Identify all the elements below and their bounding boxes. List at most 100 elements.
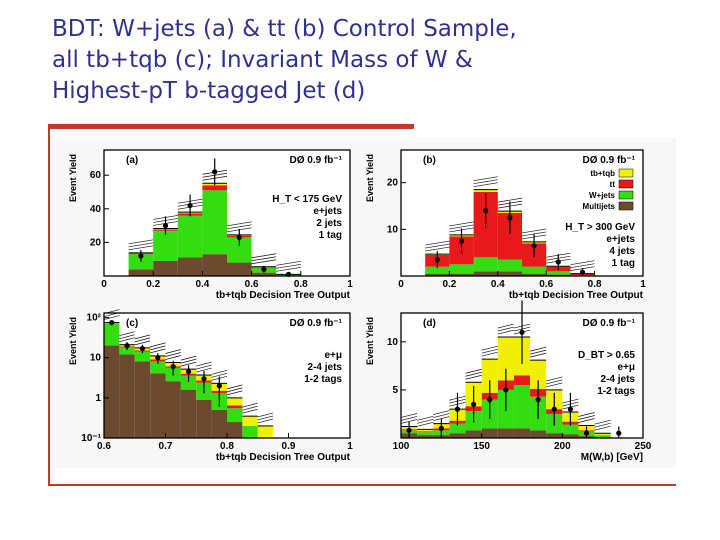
panel-d-bar-multijets: [562, 434, 579, 438]
panel-c-uncertainty-hatch: [150, 345, 166, 351]
panel-c-annotation: 2-4 jets: [308, 362, 343, 373]
panel-d-xtick-label: 100: [393, 441, 410, 452]
chart-figure: 0 0.2 0.4 0.6 0.8 1 20 40 60 tb+tqb Decision Tree…: [56, 138, 676, 468]
panel-c-uncertainty-hatch: [119, 334, 135, 340]
panel-d-experiment-label: DØ 0.9 fb⁻¹: [582, 318, 635, 329]
panel-c-xtick-label: 0.9: [282, 441, 296, 452]
panel-b-experiment-label: DØ 0.9 fb⁻¹: [582, 155, 635, 166]
panel-a-bar-wjets: [202, 190, 227, 255]
panel-d-uncertainty-hatch: [417, 419, 434, 424]
panel-a-annotation: 1 tag: [319, 230, 342, 241]
panel-d-uncertainty-hatch: [578, 415, 595, 420]
panel-d-data-point: [583, 430, 590, 436]
panel-b-uncertainty-hatch: [473, 182, 498, 188]
slide-title-line-2: all tb+tqb (c); Invariant Mass of W &: [52, 47, 473, 73]
panel-b-data-point: [483, 208, 489, 214]
panel-c-annotation: 1-2 tags: [304, 374, 342, 385]
panel-c-ylabel: Event Yield: [68, 317, 78, 365]
panel-a-uncertainty-hatch: [276, 260, 301, 266]
panel-d-uncertainty-hatch: [417, 416, 434, 421]
panel-a-uncertainty-hatch: [276, 266, 301, 272]
panel-d-uncertainty-hatch: [594, 422, 611, 428]
figure-panels: 0 0.2 0.4 0.6 0.8 1 20 40 60 tb+tqb Decision Tree…: [56, 138, 676, 468]
panel-a-data-point: [162, 223, 169, 229]
panel-d-uncertainty-hatch: [417, 422, 434, 427]
panel-a-bar-wjets: [153, 230, 178, 261]
panel-d-uncertainty-hatch: [400, 419, 418, 424]
left-frame-line: [48, 129, 50, 486]
panel-d-uncertainty-hatch: [529, 352, 547, 358]
panel-c-uncertainty-hatch: [165, 352, 181, 357]
panel-b-axes-frame: [400, 149, 644, 277]
panel-c-ytick-label: 10: [90, 353, 102, 364]
panel-b-data-point: [579, 269, 586, 275]
panel-c-data-point: [201, 376, 207, 382]
panel-c-uncertainty-hatch: [180, 358, 197, 364]
panel-b-data-point: [531, 243, 537, 249]
panel-d-uncertainty-hatch: [497, 329, 515, 335]
panel-d-uncertainty-hatch: [481, 351, 498, 357]
panel-c-bar-tb_tqb: [257, 425, 274, 438]
panel-c-uncertainty-hatch: [165, 349, 181, 354]
panel-d-bar-multijets: [465, 430, 482, 438]
panel-d-data-point: [503, 387, 509, 393]
panel-b-uncertainty-hatch: [473, 179, 498, 185]
panel-d-uncertainty-hatch: [594, 419, 611, 425]
panel-c-bar-wjets: [104, 323, 120, 346]
panel-c-bar-multijets: [165, 381, 181, 438]
panel-d-data-point: [471, 401, 477, 407]
panel-d-bar-wjets: [562, 424, 579, 435]
panel-b-uncertainty-hatch: [449, 224, 474, 230]
panel-b-legend-swatch: [618, 168, 634, 178]
panel-c-data-point: [155, 355, 161, 361]
panel-c-uncertainty-hatch: [103, 315, 120, 320]
panel-c-uncertainty-hatch: [165, 355, 181, 360]
panel-a-ytick-label: 40: [90, 204, 102, 215]
panel-a-data-point: [261, 266, 267, 272]
panel-c-bar-multijets: [180, 389, 197, 438]
panel-b-data-point: [458, 238, 465, 244]
panel-a-bar-multijets: [177, 257, 203, 276]
panel-d-uncertainty-hatch: [594, 425, 611, 431]
panel-b-uncertainty-hatch: [570, 263, 595, 269]
panel-d-annotation: e+μ: [617, 362, 635, 373]
panel-d-uncertainty-hatch: [546, 379, 563, 385]
panel-b-legend-swatch: [618, 201, 634, 211]
panel-d-bar-ttbar: [513, 375, 531, 386]
panel-a-data-point: [187, 202, 193, 209]
panel-b-bar-wjets: [473, 257, 498, 272]
panel-d-bar-multijets: [481, 428, 498, 438]
panel-c-uncertainty-hatch: [180, 361, 197, 367]
panel-c-uncertainty-hatch: [196, 361, 212, 367]
title-underline: [48, 124, 414, 129]
panel-c-bar-ttbar: [227, 405, 243, 409]
panel-c-panel-tag: (c): [126, 318, 138, 329]
panel-d-data-point: [616, 430, 622, 436]
panel-d-data-point: [454, 406, 461, 412]
panel-d-data-point: [567, 406, 573, 412]
panel-c-bar-multijets: [134, 361, 151, 438]
panel-b-legend-label: tt: [610, 180, 616, 189]
panel-d-uncertainty-hatch: [433, 410, 450, 415]
panel-d-uncertainty-hatch: [400, 413, 418, 418]
panel-d-bar-tb_tqb: [594, 433, 611, 436]
panel-b-uncertainty-hatch: [497, 197, 523, 203]
panel-b-uncertainty-hatch: [449, 221, 474, 227]
panel-b-legend-label: W+jets: [589, 191, 616, 200]
panel-d-uncertainty-hatch: [433, 416, 450, 421]
panel-c-uncertainty-hatch: [257, 412, 274, 418]
panel-a-uncertainty-hatch: [251, 256, 277, 262]
panel-a-bar-multijets: [251, 272, 277, 276]
panel-b-xtick-label: 0.2: [442, 279, 456, 290]
panel-c-xtick-label: 1: [347, 441, 353, 452]
panel-a-uncertainty-hatch: [251, 253, 277, 259]
panel-c-uncertainty-hatch: [226, 390, 243, 396]
panel-b-data-point: [507, 215, 513, 221]
panel-d-bar-multijets: [417, 435, 434, 438]
panel-d-uncertainty-hatch: [546, 382, 563, 388]
panel-d-data-point: [406, 427, 412, 433]
bottom-frame-line: [48, 484, 676, 486]
panel-d-bar-tb_tqb: [530, 360, 547, 389]
panel-b-bar-wjets: [546, 271, 571, 275]
panel-a-axes-frame: [103, 149, 351, 277]
